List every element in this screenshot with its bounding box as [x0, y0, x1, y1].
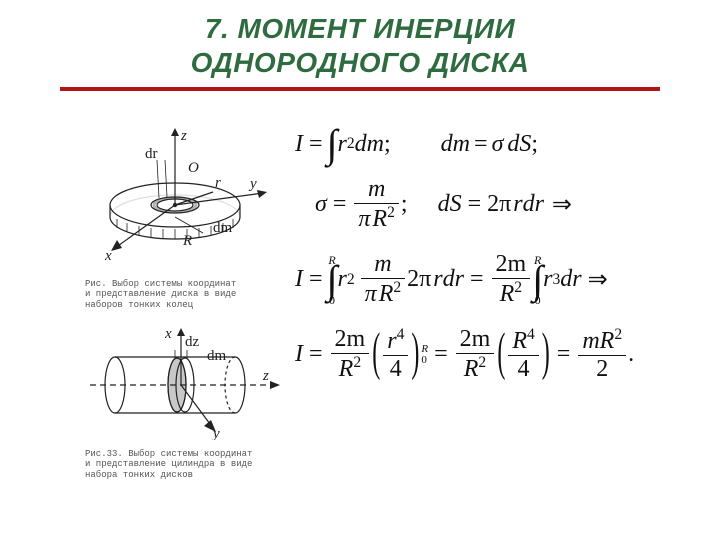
r3-r2: r: [433, 266, 442, 293]
r1-integral: ∫: [327, 130, 338, 158]
r3-r: r: [338, 266, 347, 293]
r1-eq: =: [309, 131, 323, 158]
disk-label-R: R: [182, 233, 192, 249]
r4-I: I: [295, 341, 303, 368]
disk-label-y: y: [248, 176, 257, 192]
r3-int2: R ∫ 0: [532, 254, 543, 306]
r1-I: I: [295, 131, 303, 158]
r2-dr: dr: [523, 191, 544, 218]
figure-disk: z y x r dr dm R O Рис. Выбор системы коо…: [85, 120, 305, 310]
equations-block: I = ∫ r2 dm ; dm = σ dS ; σ =: [295, 130, 705, 401]
r3-dr2: dr: [560, 266, 581, 293]
equation-row-4: I = 2m R2 ( r4 4 ) R 0 =: [295, 326, 705, 383]
r2-frac: m πR2: [354, 176, 399, 233]
r2-sigma: σ: [315, 191, 327, 218]
disk-label-z: z: [180, 128, 187, 144]
r3-frac2: 2m R2: [492, 251, 531, 308]
disk-caption: Рис. Выбор системы координат и представл…: [85, 279, 305, 310]
r4-fracC: mR2 2: [578, 326, 626, 383]
r4-eq3: =: [557, 341, 571, 368]
equation-row-3: I = R ∫ 0 r2 m πR2 2π r dr =: [295, 251, 705, 308]
disk-label-dm: dm: [213, 220, 233, 236]
cyl-label-dm: dm: [207, 348, 227, 364]
r2-eq: =: [333, 191, 347, 218]
disk-label-O: O: [188, 160, 199, 176]
r1-dm: dm: [355, 131, 384, 158]
r2-implies: ⇒: [552, 190, 572, 219]
disk-label-r: r: [215, 175, 221, 191]
cyl-label-x: x: [164, 326, 172, 342]
r4-limits1: R 0: [421, 344, 428, 366]
figure-cylinder: x z y dz dm Рис.33. Выбор системы коорди…: [85, 320, 305, 480]
r4-eq: =: [309, 341, 323, 368]
disk-diagram: z y x r dr dm R O: [85, 120, 275, 270]
r4-dot: .: [628, 341, 634, 368]
cylinder-diagram: x z y dz dm: [85, 320, 285, 440]
r1-sc2: ;: [531, 131, 538, 158]
r4-fracB: 2m R2: [456, 326, 495, 383]
r4-paren1: ( r4 4 ): [371, 326, 420, 383]
r1-sigma: σ: [492, 131, 504, 158]
r2-r: r: [513, 191, 522, 218]
title-underline: [60, 87, 660, 91]
slide-title: 7. МОМЕНТ ИНЕРЦИИ ОДНОРОДНОГО ДИСКА: [0, 0, 720, 79]
equation-row-2: σ = m πR2 ; dS = 2π r dr ⇒: [295, 176, 705, 233]
r3-2pi: 2π: [407, 266, 431, 293]
equation-row-1: I = ∫ r2 dm ; dm = σ dS ;: [295, 130, 705, 158]
title-line2: ОДНОРОДНОГО ДИСКА: [191, 47, 530, 78]
r1-dm2: dm: [441, 131, 470, 158]
r3-eq: =: [309, 266, 323, 293]
r1-eq2: =: [474, 131, 488, 158]
disk-label-dr: dr: [145, 146, 158, 162]
r3-frac1: m πR2: [361, 251, 406, 308]
r3-int1: R ∫ 0: [327, 254, 338, 306]
r4-fracA: 2m R2: [331, 326, 370, 383]
r3-implies: ⇒: [588, 265, 608, 294]
r2-eq2: =: [468, 191, 482, 218]
r3-eq2: =: [470, 266, 484, 293]
r1-r-sq: 2: [347, 135, 355, 153]
cyl-label-dz: dz: [185, 334, 200, 350]
r1-dS: dS: [507, 131, 531, 158]
r4-eq2: =: [434, 341, 448, 368]
r4-paren2: ( R4 4 ): [496, 326, 550, 383]
r1-r: r: [338, 131, 347, 158]
r2-sc1: ;: [401, 191, 408, 218]
r2-dS: dS: [438, 191, 462, 218]
r3-I: I: [295, 266, 303, 293]
cyl-label-y: y: [211, 426, 220, 440]
title-line1: 7. МОМЕНТ ИНЕРЦИИ: [205, 13, 515, 44]
r2-2pi: 2π: [487, 191, 511, 218]
r1-sc1: ;: [384, 131, 391, 158]
r3-r3: r: [543, 266, 552, 293]
disk-label-x: x: [104, 248, 112, 264]
cylinder-caption: Рис.33. Выбор системы координат и предст…: [85, 449, 305, 480]
r3-dr: dr: [443, 266, 464, 293]
figures-column: z y x r dr dm R O Рис. Выбор системы коо…: [85, 120, 305, 490]
cyl-label-z: z: [262, 368, 269, 384]
